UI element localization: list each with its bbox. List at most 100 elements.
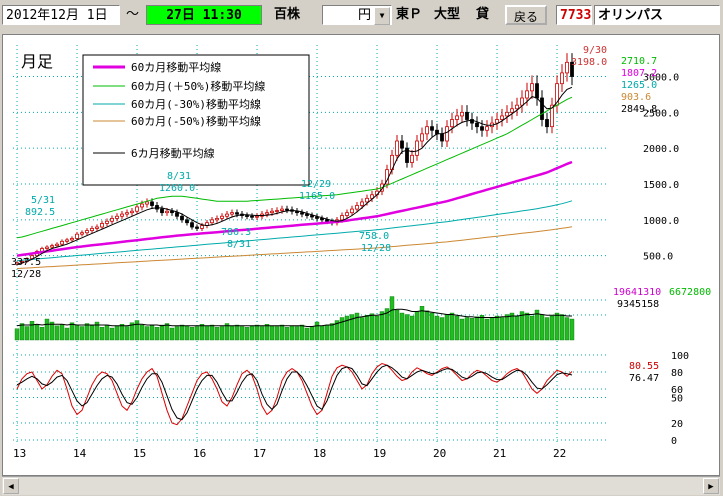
candle-body-33 xyxy=(180,215,184,221)
volume-bar-2 xyxy=(24,326,30,341)
candle-body-110 xyxy=(565,61,569,74)
volume-bar-96 xyxy=(494,315,500,341)
volume-bar-33 xyxy=(179,324,185,341)
candle-body-101 xyxy=(520,97,524,106)
volume-bar-104 xyxy=(534,309,540,341)
volume-bar-59 xyxy=(309,326,315,341)
candle-body-26 xyxy=(145,201,149,205)
date-to-field[interactable]: 27日 11:30 xyxy=(146,5,262,25)
volume-bar-46 xyxy=(244,327,250,341)
volume-bar-89 xyxy=(459,318,465,341)
candle-body-58 xyxy=(305,213,309,216)
candle-body-91 xyxy=(470,119,474,124)
candle-body-46 xyxy=(245,215,249,217)
osc-tick-60: 60 xyxy=(671,385,683,396)
volume-bar-57 xyxy=(299,324,305,341)
osc-red-line xyxy=(16,362,573,426)
candle-body-106 xyxy=(545,119,549,128)
volume-bar-15 xyxy=(89,325,95,341)
back-button[interactable]: 戻る xyxy=(505,5,547,25)
annotation-low-2018-value: 758.0 xyxy=(359,231,389,242)
candle-body-17 xyxy=(100,223,104,228)
volume-ma-line xyxy=(16,308,572,327)
volume-bar-76 xyxy=(394,309,400,341)
volume-bar-32 xyxy=(174,326,180,341)
candle-body-94 xyxy=(485,126,489,131)
volume-bar-54 xyxy=(284,327,290,341)
volume-bar-47 xyxy=(249,325,255,341)
stock-code-field[interactable]: 7733 xyxy=(556,5,592,25)
candle-body-41 xyxy=(220,215,224,219)
x-tick-22: 22 xyxy=(553,447,566,460)
candle-body-83 xyxy=(430,126,434,131)
stock-name-field[interactable]: オリンパス xyxy=(594,5,720,25)
volume-bar-48 xyxy=(254,324,260,341)
volume-bar-74 xyxy=(384,308,390,341)
candle-body-44 xyxy=(235,212,239,215)
volume-bar-67 xyxy=(349,314,355,341)
volume-bar-80 xyxy=(414,311,420,341)
series-line-2 xyxy=(16,200,573,262)
volume-bar-3 xyxy=(29,321,35,341)
volume-bar-107 xyxy=(549,315,555,341)
candle-body-16 xyxy=(95,226,99,229)
candle-body-111 xyxy=(570,61,574,77)
candle-body-47 xyxy=(250,215,254,218)
candle-body-81 xyxy=(420,133,424,142)
candle-body-36 xyxy=(195,226,199,229)
candle-body-61 xyxy=(320,217,324,221)
legend-label-plus50: 60カ月(＋50%)移動平均線 xyxy=(131,79,265,93)
volume-bar-9 xyxy=(59,324,65,341)
volume-bar-75 xyxy=(389,296,395,341)
candle-body-79 xyxy=(410,154,414,163)
volume-bar-37 xyxy=(199,324,205,341)
volume-bar-12 xyxy=(74,324,80,341)
candle-body-76 xyxy=(395,140,399,156)
candle-body-104 xyxy=(535,83,539,99)
volume-bar-72 xyxy=(374,315,380,341)
volume-bar-55 xyxy=(289,325,295,341)
volume-bar-78 xyxy=(404,314,410,341)
scroll-right-icon[interactable]: ▶ xyxy=(703,478,719,494)
volume-bar-86 xyxy=(444,314,450,341)
osc-tick-50: 50 xyxy=(671,394,683,405)
annotation-high-2017-value: 1165.0 xyxy=(299,191,335,202)
volume-bar-97 xyxy=(499,317,505,341)
candle-body-69 xyxy=(360,201,364,206)
volume-bar-92 xyxy=(474,316,480,341)
volume-bar-109 xyxy=(559,314,565,341)
candle-body-52 xyxy=(275,210,279,212)
volume-bar-100 xyxy=(514,315,520,341)
value-ma6: 2849.8 xyxy=(621,104,657,115)
candle-body-6 xyxy=(45,246,49,249)
volume-bar-62 xyxy=(324,324,330,341)
volume-bar-79 xyxy=(409,315,415,341)
x-tick-20: 20 xyxy=(433,447,446,460)
date-from-field[interactable]: 2012年12月 1日 xyxy=(2,5,120,25)
size-label: 大型 xyxy=(434,7,461,22)
horizontal-scrollbar[interactable]: ◀ ▶ xyxy=(2,476,720,495)
chevron-down-icon[interactable]: ▼ xyxy=(374,7,390,25)
candle-body-67 xyxy=(350,208,354,214)
candle-body-90 xyxy=(465,111,469,120)
candle-body-54 xyxy=(285,208,289,211)
scroll-left-icon[interactable]: ◀ xyxy=(3,478,19,494)
volume-bar-66 xyxy=(344,315,350,341)
legend-label-ma6: 6カ月移動平均線 xyxy=(131,146,215,160)
volume-bar-90 xyxy=(464,317,470,341)
volume-bar-11 xyxy=(69,322,75,341)
volume-bar-21 xyxy=(119,324,125,341)
x-tick-19: 19 xyxy=(373,447,386,460)
series-line-0 xyxy=(16,160,573,257)
currency-select[interactable]: 円 ▼ xyxy=(322,5,392,25)
candle-body-57 xyxy=(300,212,304,215)
legend-label-minus30: 60カ月(-30%)移動平均線 xyxy=(131,97,261,111)
volume-bar-13 xyxy=(79,326,85,341)
currency-value: 円 xyxy=(357,8,371,23)
period-label: 月足 xyxy=(21,52,53,71)
price-tick-2500: 2500.0 xyxy=(643,108,679,119)
volume-bar-93 xyxy=(479,315,485,341)
candle-body-13 xyxy=(80,232,84,235)
candle-body-10 xyxy=(65,239,69,242)
candle-body-15 xyxy=(90,228,94,231)
